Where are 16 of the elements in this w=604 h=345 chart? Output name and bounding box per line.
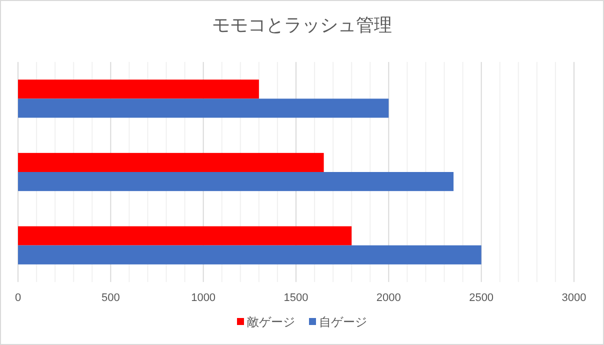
x-tick-label: 2500 bbox=[469, 292, 494, 304]
x-tick-label: 3000 bbox=[562, 292, 586, 304]
bar bbox=[18, 152, 324, 172]
bar bbox=[18, 98, 389, 118]
x-tick-label: 1000 bbox=[191, 292, 216, 304]
x-tick-label: 1500 bbox=[284, 292, 308, 304]
x-tick-label: 0 bbox=[14, 292, 22, 304]
legend-label: 自ゲージ bbox=[319, 315, 367, 329]
bar bbox=[18, 226, 352, 246]
bar bbox=[18, 80, 259, 99]
x-tick-label: 2000 bbox=[376, 292, 401, 304]
legend-label: 敵ゲージ bbox=[247, 315, 295, 329]
bar bbox=[18, 172, 454, 192]
bar bbox=[18, 245, 482, 264]
chart-title: モモコとラッシュ管理 bbox=[212, 15, 392, 35]
x-tick-label: 500 bbox=[101, 292, 120, 304]
